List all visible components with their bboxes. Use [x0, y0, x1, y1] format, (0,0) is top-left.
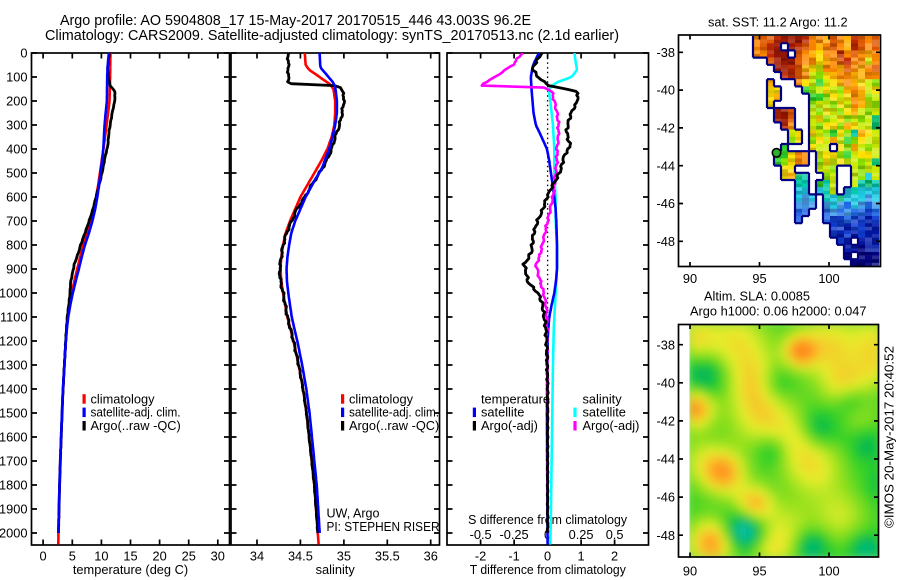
svg-text:1600: 1600 — [0, 430, 28, 445]
svg-text:temperature (deg C): temperature (deg C) — [73, 562, 188, 577]
svg-text:1800: 1800 — [0, 478, 28, 493]
svg-text:600: 600 — [6, 190, 27, 205]
svg-text:-42: -42 — [657, 414, 676, 429]
svg-text:35.5: 35.5 — [375, 549, 400, 564]
svg-text:35: 35 — [337, 549, 351, 564]
svg-text:satellite-adj. clim.: satellite-adj. clim. — [349, 405, 439, 420]
svg-text:-46: -46 — [657, 196, 676, 211]
svg-text:1200: 1200 — [0, 334, 28, 349]
svg-text:95: 95 — [752, 271, 766, 286]
svg-text:-44: -44 — [657, 158, 676, 173]
svg-text:10: 10 — [94, 549, 108, 564]
svg-text:100: 100 — [6, 70, 27, 85]
svg-text:90: 90 — [683, 564, 697, 579]
svg-text:-38: -38 — [657, 337, 676, 352]
svg-text:0.5: 0.5 — [606, 527, 624, 542]
svg-text:1400: 1400 — [0, 382, 28, 397]
svg-text:-40: -40 — [657, 83, 676, 98]
svg-text:36: 36 — [424, 549, 438, 564]
svg-text:400: 400 — [6, 142, 27, 157]
svg-text:Altim. SLA: 0.0085: Altim. SLA: 0.0085 — [704, 289, 810, 304]
svg-text:-48: -48 — [657, 234, 676, 249]
svg-text:-1: -1 — [508, 549, 519, 564]
svg-text:0: 0 — [40, 549, 47, 564]
svg-text:2: 2 — [611, 549, 618, 564]
svg-text:100: 100 — [818, 271, 839, 286]
svg-text:-0.5: -0.5 — [470, 527, 492, 542]
svg-text:800: 800 — [6, 238, 27, 253]
svg-text:300: 300 — [6, 118, 27, 133]
svg-text:©IMOS 20-May-2017 20:40:52: ©IMOS 20-May-2017 20:40:52 — [882, 346, 897, 528]
svg-text:1700: 1700 — [0, 454, 28, 469]
svg-text:satellite: satellite — [481, 405, 524, 420]
svg-text:90: 90 — [683, 271, 697, 286]
svg-text:1900: 1900 — [0, 502, 28, 517]
svg-text:20: 20 — [152, 549, 166, 564]
svg-text:-48: -48 — [657, 528, 676, 543]
svg-text:Argo(..raw -QC): Argo(..raw -QC) — [91, 418, 181, 433]
svg-text:0: 0 — [544, 549, 551, 564]
svg-text:1000: 1000 — [0, 286, 28, 301]
svg-text:-38: -38 — [657, 45, 676, 60]
svg-text:1: 1 — [578, 549, 585, 564]
svg-text:temperature: temperature — [481, 391, 550, 406]
svg-text:15: 15 — [123, 549, 137, 564]
svg-text:UW, Argo: UW, Argo — [327, 506, 380, 521]
svg-text:25: 25 — [182, 549, 196, 564]
svg-text:0: 0 — [20, 46, 27, 61]
svg-text:100: 100 — [818, 564, 839, 579]
svg-text:1300: 1300 — [0, 358, 28, 373]
svg-text:Argo(..raw -QC): Argo(..raw -QC) — [349, 418, 439, 433]
svg-text:700: 700 — [6, 214, 27, 229]
svg-text:climatology: climatology — [349, 391, 414, 406]
svg-text:salinity: salinity — [316, 562, 356, 577]
svg-text:Argo(-adj): Argo(-adj) — [583, 418, 640, 433]
svg-text:-42: -42 — [657, 121, 676, 136]
svg-text:Argo(-adj): Argo(-adj) — [481, 418, 538, 433]
svg-text:900: 900 — [6, 262, 27, 277]
svg-text:0.25: 0.25 — [569, 527, 594, 542]
svg-text:200: 200 — [6, 94, 27, 109]
svg-text:sat. SST: 11.2 Argo: 11.2: sat. SST: 11.2 Argo: 11.2 — [708, 15, 848, 30]
svg-text:satellite-adj. clim.: satellite-adj. clim. — [91, 405, 181, 420]
svg-text:T difference from climatology: T difference from climatology — [470, 562, 627, 577]
svg-text:Argo profile: AO 5904808_17 15: Argo profile: AO 5904808_17 15-May-2017 … — [60, 13, 531, 29]
svg-text:Climatology: CARS2009. Satelli: Climatology: CARS2009. Satellite-adjuste… — [45, 28, 619, 44]
svg-text:-40: -40 — [657, 375, 676, 390]
svg-text:95: 95 — [752, 564, 766, 579]
svg-text:-2: -2 — [475, 549, 486, 564]
svg-text:climatology: climatology — [91, 391, 156, 406]
svg-text:satellite: satellite — [583, 405, 626, 420]
svg-text:-44: -44 — [657, 452, 676, 467]
svg-text:500: 500 — [6, 166, 27, 181]
svg-text:34: 34 — [250, 549, 264, 564]
svg-text:1500: 1500 — [0, 406, 28, 421]
svg-text:salinity: salinity — [583, 391, 623, 406]
svg-text:34.5: 34.5 — [288, 549, 313, 564]
svg-text:Argo h1000: 0.06 h2000: 0.047: Argo h1000: 0.06 h2000: 0.047 — [690, 304, 866, 319]
svg-text:-46: -46 — [657, 490, 676, 505]
svg-text:5: 5 — [69, 549, 76, 564]
svg-text:2000: 2000 — [0, 526, 28, 541]
svg-text:PI: STEPHEN RISER: PI: STEPHEN RISER — [327, 519, 440, 534]
svg-text:30: 30 — [211, 549, 225, 564]
svg-text:-0.25: -0.25 — [500, 527, 529, 542]
svg-text:1100: 1100 — [0, 310, 28, 325]
